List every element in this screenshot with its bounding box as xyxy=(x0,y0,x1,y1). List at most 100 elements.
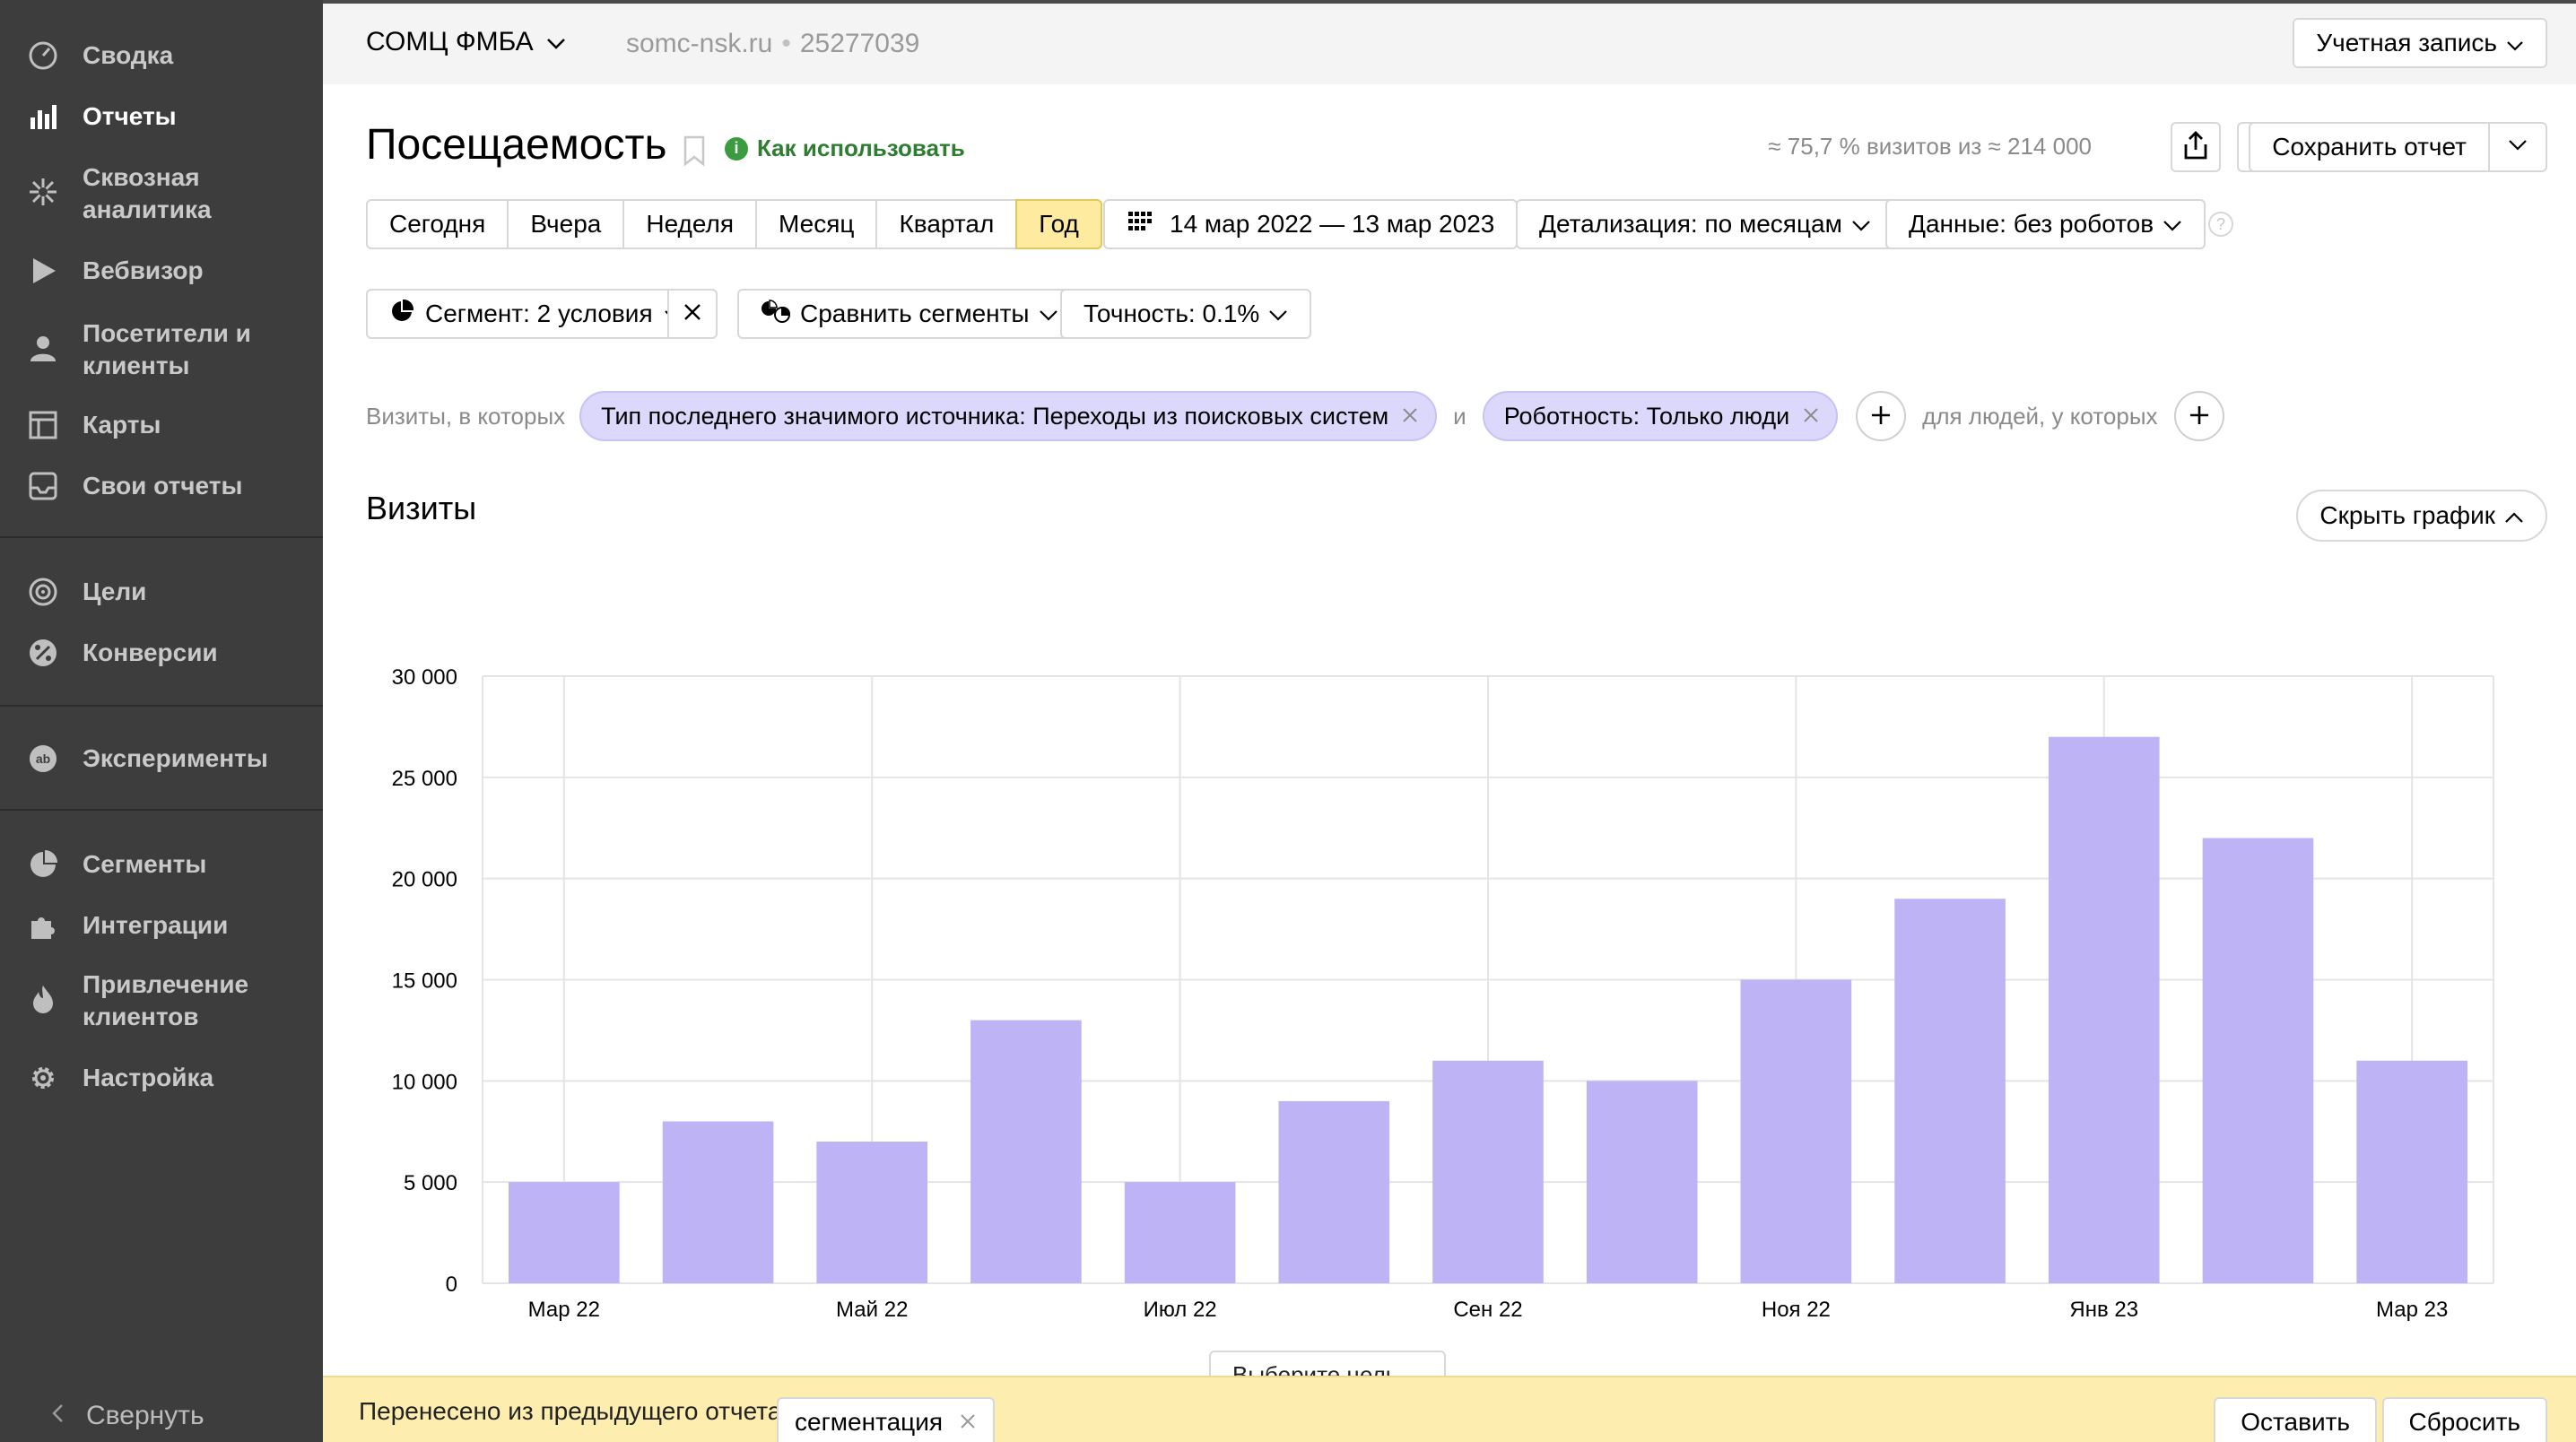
inbox-icon xyxy=(27,470,59,502)
sidebar-item-summary[interactable]: Сводка xyxy=(0,39,323,72)
condition-chip-robots[interactable]: Роботность: Только люди xyxy=(1482,391,1839,441)
period-quarter-button[interactable]: Квартал xyxy=(875,199,1018,249)
how-to-use-link[interactable]: i Как использовать xyxy=(725,135,965,162)
period-yesterday-button[interactable]: Вчера xyxy=(507,199,625,249)
date-range-picker[interactable]: 14 мар 2022 — 13 мар 2023 xyxy=(1103,199,1519,249)
period-year-button[interactable]: Год xyxy=(1015,199,1102,249)
chevron-down-icon xyxy=(1268,300,1288,328)
y-tick-label: 15 000 xyxy=(392,969,457,994)
remove-condition-icon[interactable] xyxy=(1802,403,1820,430)
carried-over-chip[interactable]: сегментация xyxy=(777,1397,995,1442)
accuracy-dropdown[interactable]: Точность: 0.1% xyxy=(1060,289,1312,339)
period-month-button[interactable]: Месяц xyxy=(755,199,878,249)
percent-icon xyxy=(27,637,59,669)
bar-Май 22[interactable] xyxy=(816,1142,928,1283)
bar-Апр 22[interactable] xyxy=(662,1121,774,1283)
remove-condition-icon[interactable] xyxy=(1401,403,1419,430)
sidebar-item-reports[interactable]: Отчеты xyxy=(0,100,323,133)
x-tick-label: Июл 22 xyxy=(1144,1298,1217,1322)
sidebar-divider xyxy=(0,809,323,811)
sidebar-divider xyxy=(0,536,323,538)
bar-Окт 22[interactable] xyxy=(1586,1081,1698,1283)
sidebar-item-settings[interactable]: Настройка xyxy=(0,1062,323,1094)
save-report-button[interactable]: Сохранить отчет xyxy=(2249,122,2490,172)
x-tick-label: Сен 22 xyxy=(1453,1298,1522,1322)
notice-text: Перенесено из предыдущего отчета: xyxy=(359,1397,789,1425)
x-tick-label: Ноя 22 xyxy=(1762,1298,1831,1322)
compare-label: Сравнить сегменты xyxy=(800,300,1030,327)
puzzle-icon xyxy=(27,909,59,942)
calendar-icon xyxy=(1127,210,1153,239)
bar-Июл 22[interactable] xyxy=(1124,1182,1236,1283)
sidebar-item-conversions[interactable]: Конверсии xyxy=(0,637,323,669)
bar-Янв 23[interactable] xyxy=(2048,736,2160,1283)
close-icon[interactable] xyxy=(959,1408,977,1437)
period-today-button[interactable]: Сегодня xyxy=(366,199,509,249)
account-label: Учетная запись xyxy=(2316,29,2497,56)
pie-icon xyxy=(389,299,414,330)
condition-chip-source[interactable]: Тип последнего значимого источника: Пере… xyxy=(579,391,1438,441)
data-filter-label: Данные: без роботов xyxy=(1909,210,2154,238)
bar-Июн 22[interactable] xyxy=(970,1020,1082,1283)
bookmark-icon[interactable] xyxy=(682,135,707,171)
plus-icon xyxy=(1870,399,1892,434)
chart-title: Визиты xyxy=(366,490,477,526)
bar-Ноя 22[interactable] xyxy=(1740,979,1852,1284)
sidebar-item-label: Конверсии xyxy=(83,638,218,666)
visits-prefix-label: Визиты, в которых xyxy=(366,402,566,430)
segment-dropdown[interactable]: Сегмент: 2 условия xyxy=(366,289,707,339)
clear-segment-button[interactable] xyxy=(667,289,718,339)
sidebar-item-end-to-end-analytics[interactable]: Сквозная аналитика xyxy=(0,161,323,226)
collapse-sidebar-button[interactable]: Свернуть xyxy=(50,1401,205,1431)
detail-dropdown[interactable]: Детализация: по месяцам xyxy=(1516,199,1894,249)
x-tick-label: Мар 22 xyxy=(528,1298,600,1322)
condition-label: Тип последнего значимого источника: Пере… xyxy=(601,402,1389,430)
sidebar-item-goals[interactable]: Цели xyxy=(0,576,323,608)
flame-icon xyxy=(27,983,59,1015)
export-button[interactable] xyxy=(2171,122,2221,172)
date-range-label: 14 мар 2022 — 13 мар 2023 xyxy=(1170,210,1495,238)
sidebar-item-customer-acquisition[interactable]: Привлечение клиентов xyxy=(0,969,323,1033)
sidebar-item-experiments[interactable]: ab Эксперименты xyxy=(0,743,323,775)
sidebar-item-integrations[interactable]: Интеграции xyxy=(0,909,323,942)
sidebar-item-segments[interactable]: Сегменты xyxy=(0,848,323,881)
bar-Мар 22[interactable] xyxy=(509,1182,620,1283)
bar-Сен 22[interactable] xyxy=(1432,1060,1544,1283)
sidebar-item-visitors[interactable]: Посетители и клиенты xyxy=(0,317,323,382)
y-tick-label: 10 000 xyxy=(392,1070,457,1094)
play-icon xyxy=(27,255,59,287)
compare-segments-dropdown[interactable]: Сравнить сегменты xyxy=(737,289,1082,339)
hide-chart-button[interactable]: Скрыть график xyxy=(2296,490,2547,542)
reset-button[interactable]: Сбросить xyxy=(2381,1397,2547,1442)
collapse-label: Свернуть xyxy=(86,1401,205,1430)
bar-Фев 23[interactable] xyxy=(2202,838,2314,1283)
bar-Мар 23[interactable] xyxy=(2356,1060,2467,1283)
help-icon[interactable]: ? xyxy=(2208,212,2233,237)
y-tick-label: 20 000 xyxy=(392,868,457,892)
sidebar-item-label: Посетители и клиенты xyxy=(83,319,251,379)
and-label: и xyxy=(1453,402,1466,430)
bar-Дек 22[interactable] xyxy=(1894,899,2006,1283)
sidebar-item-custom-reports[interactable]: Свои отчеты xyxy=(0,470,323,502)
save-report-menu-button[interactable] xyxy=(2490,122,2547,172)
detail-label: Детализация: по месяцам xyxy=(1539,210,1842,238)
sidebar-item-maps[interactable]: Карты xyxy=(0,409,323,441)
y-tick-label: 5 000 xyxy=(404,1171,457,1195)
counter-selector[interactable]: СОМЦ ФМБА xyxy=(366,27,566,57)
period-week-button[interactable]: Неделя xyxy=(622,199,758,249)
account-button[interactable]: Учетная запись xyxy=(2293,18,2547,68)
sidebar-item-webvisor[interactable]: Вебвизор xyxy=(0,255,323,287)
keep-button[interactable]: Оставить xyxy=(2214,1397,2377,1442)
compare-icon xyxy=(761,299,791,330)
add-visit-condition-button[interactable] xyxy=(1856,391,1907,441)
bar-Авг 22[interactable] xyxy=(1278,1100,1390,1283)
chevron-down-icon xyxy=(2506,29,2524,57)
add-people-condition-button[interactable] xyxy=(2173,391,2224,441)
segment-label: Сегмент: 2 условия xyxy=(425,300,653,327)
bar-chart-icon xyxy=(27,100,59,133)
data-filter-dropdown[interactable]: Данные: без роботов xyxy=(1885,199,2206,249)
x-tick-label: Янв 23 xyxy=(2069,1298,2138,1322)
sidebar-item-label: Сквозная аналитика xyxy=(83,163,212,223)
sidebar-item-label: Сводка xyxy=(83,41,174,69)
page-title: Посещаемость xyxy=(366,121,667,169)
